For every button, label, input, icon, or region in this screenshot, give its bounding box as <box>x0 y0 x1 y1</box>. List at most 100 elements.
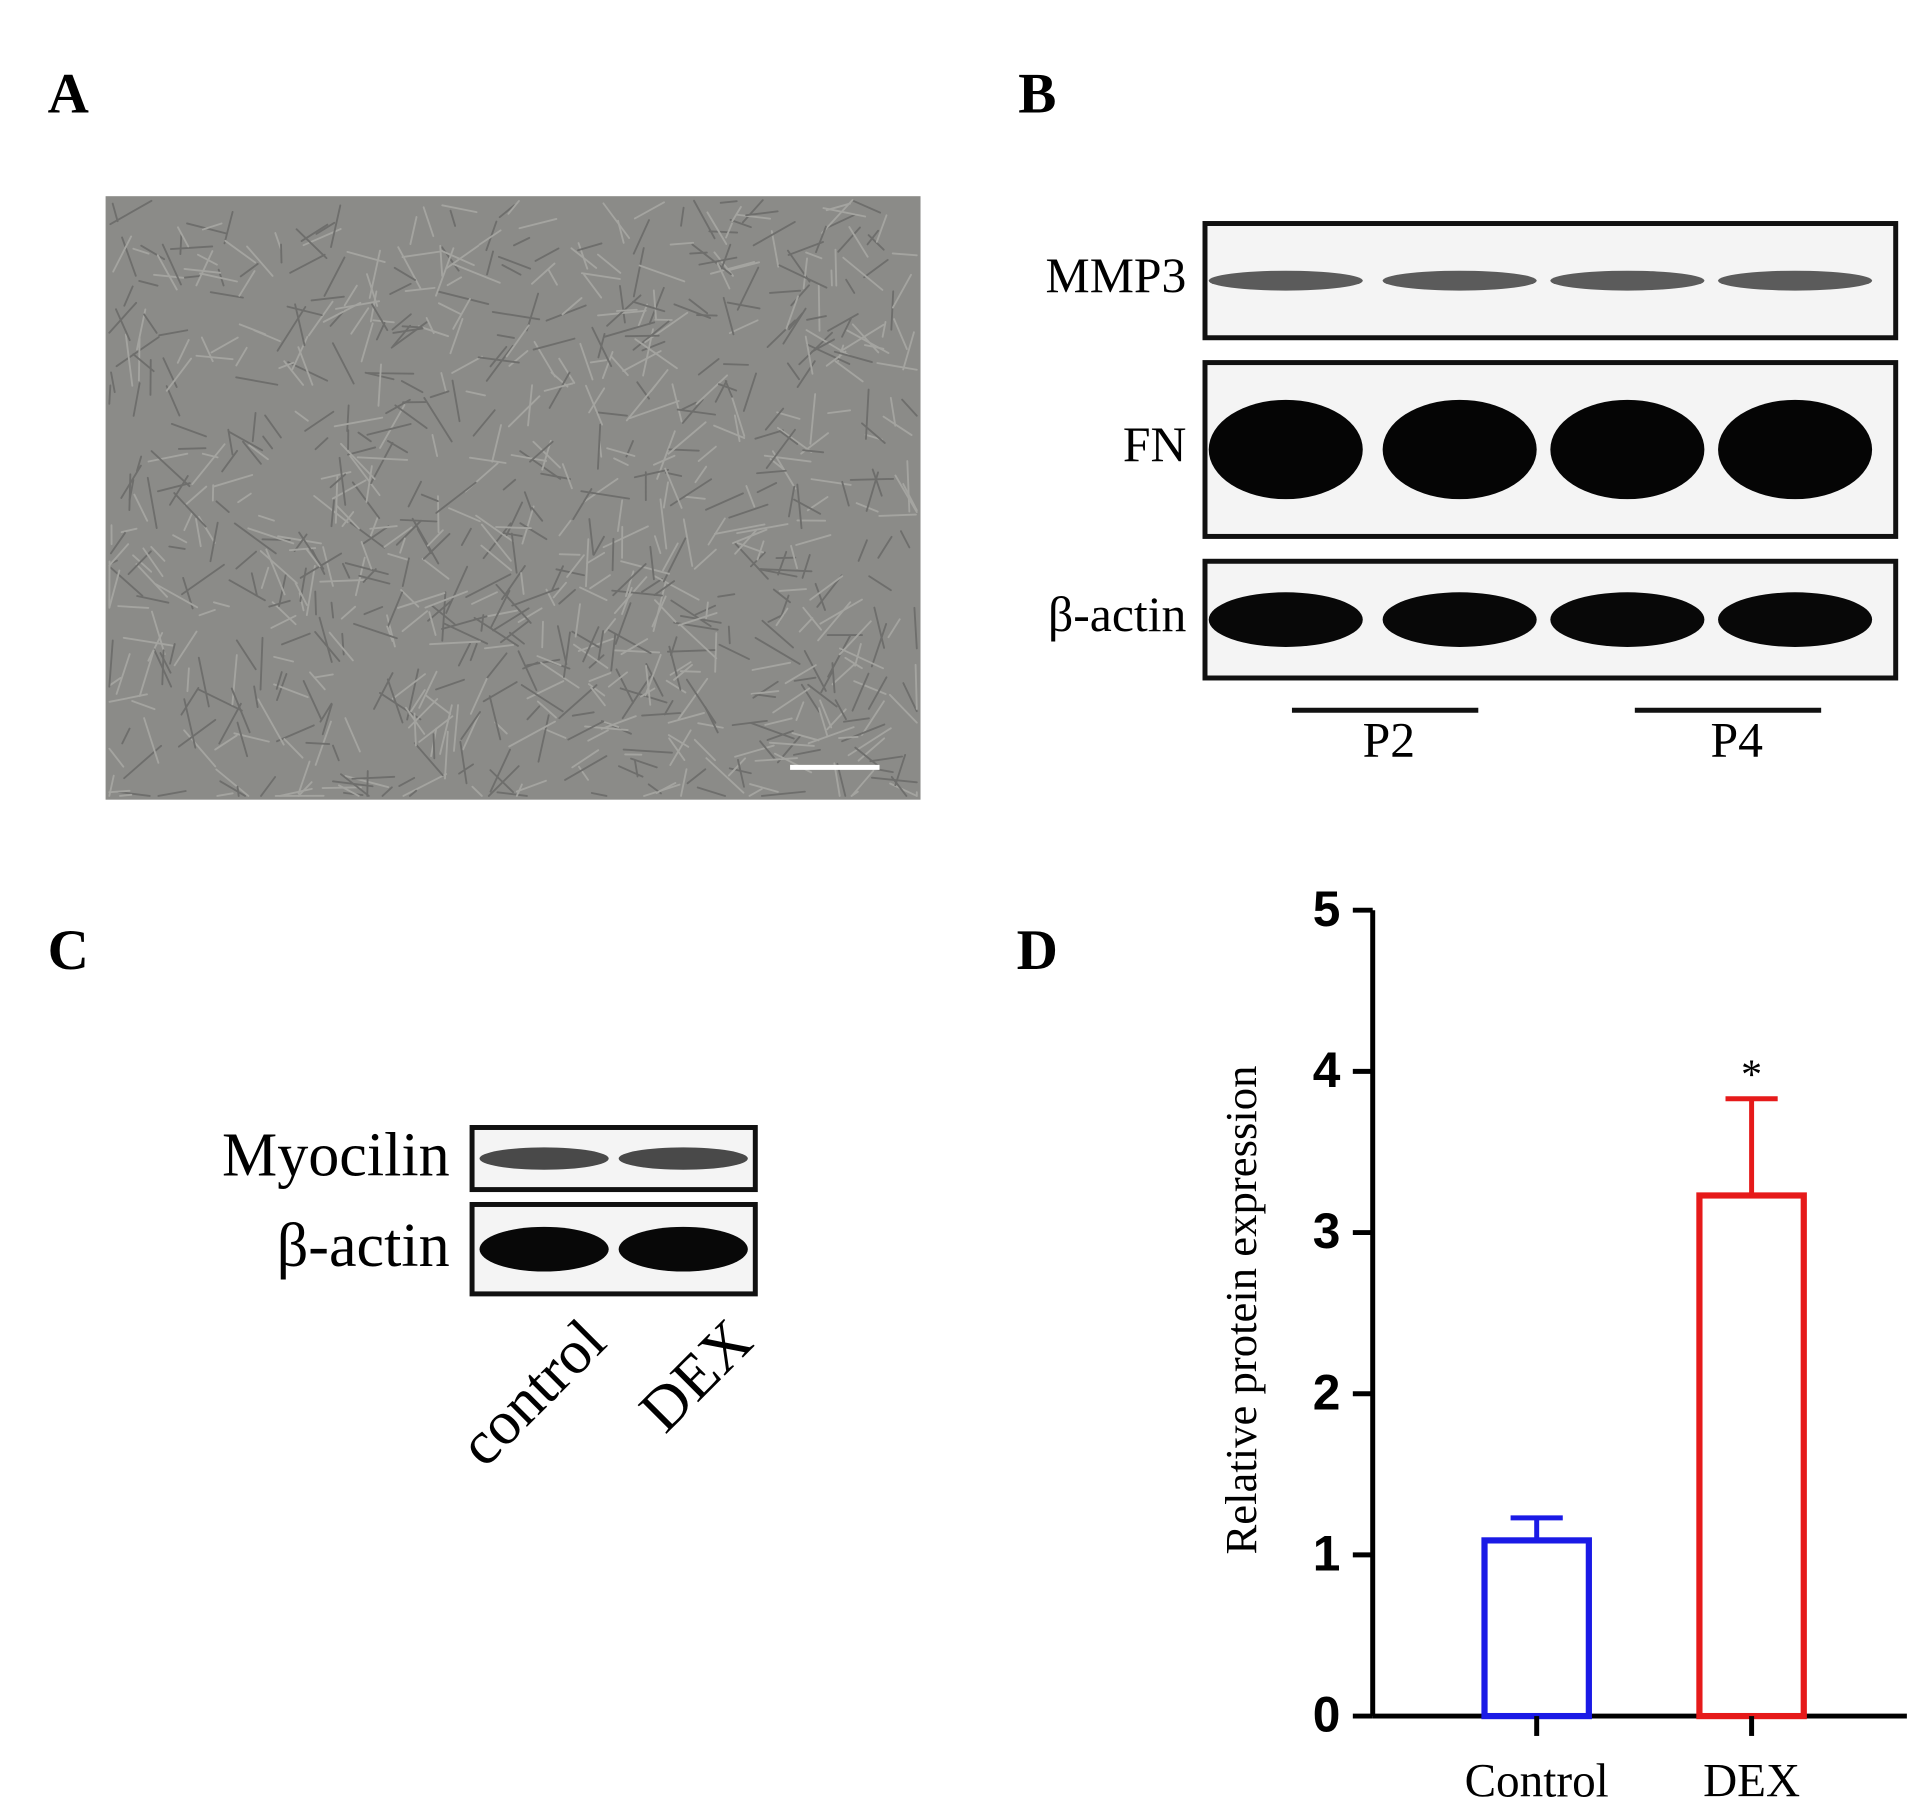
cell <box>737 758 745 788</box>
cell <box>868 575 892 592</box>
cell <box>294 303 306 347</box>
cell <box>386 614 396 648</box>
cell <box>571 749 600 769</box>
cell <box>850 769 875 797</box>
cell <box>400 589 420 608</box>
cell <box>307 300 334 337</box>
cell <box>831 662 836 694</box>
cell <box>218 702 242 745</box>
cell <box>330 499 335 528</box>
cell <box>734 542 769 580</box>
cell <box>270 614 297 629</box>
cell <box>784 664 817 685</box>
cell <box>235 376 279 386</box>
cell <box>834 248 838 287</box>
cell <box>108 639 114 688</box>
cell <box>150 450 191 488</box>
cell <box>489 589 511 629</box>
cell <box>328 631 354 662</box>
cell <box>602 720 620 728</box>
cell <box>186 667 190 693</box>
cell <box>209 291 244 299</box>
cell <box>449 317 464 355</box>
cell <box>439 704 453 755</box>
cell <box>589 574 611 590</box>
cell <box>718 643 750 661</box>
cell <box>857 737 886 762</box>
cell <box>165 385 181 417</box>
bar <box>1481 1537 1592 1720</box>
cell <box>302 680 322 720</box>
x-tick-label: DEX <box>1703 1755 1800 1803</box>
cell <box>722 296 735 336</box>
cell <box>128 473 132 512</box>
cell <box>612 649 661 654</box>
cell <box>276 724 315 743</box>
cell <box>320 471 352 480</box>
cell <box>651 595 667 628</box>
cell <box>183 274 202 279</box>
cell <box>161 243 182 286</box>
cell <box>893 318 908 350</box>
cell <box>483 643 515 650</box>
cell <box>330 601 335 619</box>
cell <box>215 500 230 513</box>
cell <box>235 346 248 367</box>
cell <box>446 276 463 287</box>
cell <box>620 560 670 575</box>
cell <box>613 457 629 466</box>
cell <box>523 491 533 513</box>
cell <box>260 776 277 797</box>
cell <box>628 400 680 420</box>
cell <box>515 783 523 797</box>
cell <box>645 664 652 706</box>
cell <box>682 518 694 567</box>
cell <box>616 499 624 532</box>
cell <box>343 284 358 307</box>
cell <box>838 620 872 656</box>
cell <box>745 210 779 217</box>
cell <box>435 247 455 297</box>
cell <box>793 748 821 756</box>
cell <box>181 563 225 596</box>
cell <box>143 717 160 764</box>
cell <box>669 661 692 676</box>
cell <box>890 290 895 331</box>
cell <box>869 755 903 763</box>
cell <box>508 720 556 748</box>
cell <box>515 779 547 793</box>
cell <box>766 319 797 348</box>
cell <box>392 324 412 347</box>
cell <box>814 582 826 611</box>
cell <box>393 266 417 281</box>
cell <box>264 414 282 439</box>
cell <box>659 498 668 550</box>
cell <box>522 661 539 670</box>
cell <box>397 592 446 609</box>
cell <box>425 694 452 715</box>
cell <box>526 680 565 700</box>
cell <box>532 337 576 351</box>
cell <box>495 526 532 530</box>
cell <box>133 493 149 522</box>
cell <box>333 416 384 428</box>
cell <box>586 551 606 565</box>
cell <box>214 734 238 751</box>
blot-band <box>618 1147 748 1170</box>
cell <box>652 582 667 632</box>
cell <box>837 226 861 253</box>
cell <box>444 730 449 780</box>
cell <box>338 456 347 506</box>
cell <box>353 622 398 640</box>
cell <box>259 550 298 585</box>
cell <box>404 286 436 292</box>
cell <box>579 342 594 381</box>
cell <box>556 625 568 666</box>
cell <box>373 672 394 710</box>
cell <box>786 249 811 283</box>
cell <box>437 302 463 316</box>
cell <box>606 447 636 457</box>
cell <box>641 712 682 717</box>
cell <box>724 380 733 398</box>
cell <box>124 333 134 387</box>
